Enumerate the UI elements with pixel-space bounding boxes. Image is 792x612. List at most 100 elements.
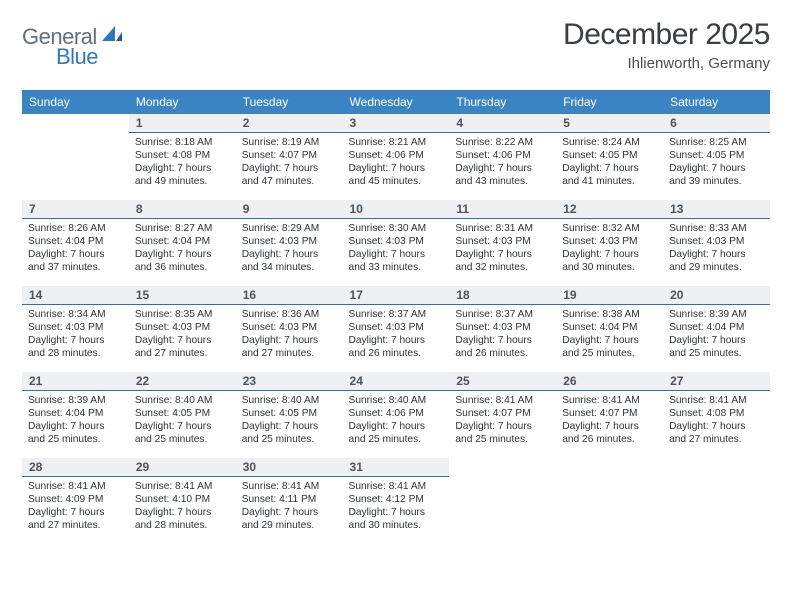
daylight-line: Daylight: 7 hours and 25 minutes.: [242, 421, 318, 445]
day-number: 26: [556, 372, 663, 391]
calendar-cell: [22, 114, 129, 200]
sunrise-line: Sunrise: 8:29 AM: [242, 223, 320, 234]
calendar-cell: 11Sunrise: 8:31 AMSunset: 4:03 PMDayligh…: [449, 200, 556, 286]
daylight-line: Daylight: 7 hours and 39 minutes.: [669, 163, 745, 187]
day-details: Sunrise: 8:41 AMSunset: 4:08 PMDaylight:…: [663, 391, 770, 450]
sunset-line: Sunset: 4:05 PM: [562, 150, 637, 161]
calendar-body: 1Sunrise: 8:18 AMSunset: 4:08 PMDaylight…: [22, 114, 770, 544]
sunset-line: Sunset: 4:05 PM: [669, 150, 744, 161]
day-number: 31: [343, 458, 450, 477]
calendar-cell: 21Sunrise: 8:39 AMSunset: 4:04 PMDayligh…: [22, 372, 129, 458]
day-details: Sunrise: 8:29 AMSunset: 4:03 PMDaylight:…: [236, 219, 343, 278]
day-details: Sunrise: 8:39 AMSunset: 4:04 PMDaylight:…: [22, 391, 129, 450]
calendar-cell: 7Sunrise: 8:26 AMSunset: 4:04 PMDaylight…: [22, 200, 129, 286]
sunrise-line: Sunrise: 8:41 AM: [135, 481, 213, 492]
weekday-header: Thursday: [449, 90, 556, 114]
day-details: Sunrise: 8:22 AMSunset: 4:06 PMDaylight:…: [449, 133, 556, 192]
sunrise-line: Sunrise: 8:22 AM: [455, 137, 533, 148]
day-details: Sunrise: 8:41 AMSunset: 4:09 PMDaylight:…: [22, 477, 129, 536]
day-details: Sunrise: 8:33 AMSunset: 4:03 PMDaylight:…: [663, 219, 770, 278]
day-number: 22: [129, 372, 236, 391]
daylight-line: Daylight: 7 hours and 29 minutes.: [242, 507, 318, 531]
sunset-line: Sunset: 4:07 PM: [242, 150, 317, 161]
sunrise-line: Sunrise: 8:27 AM: [135, 223, 213, 234]
calendar-cell: 27Sunrise: 8:41 AMSunset: 4:08 PMDayligh…: [663, 372, 770, 458]
sunrise-line: Sunrise: 8:18 AM: [135, 137, 213, 148]
day-number: 8: [129, 200, 236, 219]
sunset-line: Sunset: 4:10 PM: [135, 494, 210, 505]
day-number: 7: [22, 200, 129, 219]
sunset-line: Sunset: 4:04 PM: [562, 322, 637, 333]
day-number: 30: [236, 458, 343, 477]
day-number: 19: [556, 286, 663, 305]
daylight-line: Daylight: 7 hours and 30 minutes.: [349, 507, 425, 531]
day-details: Sunrise: 8:32 AMSunset: 4:03 PMDaylight:…: [556, 219, 663, 278]
day-number: 21: [22, 372, 129, 391]
sunrise-line: Sunrise: 8:40 AM: [242, 395, 320, 406]
weekday-header: Monday: [129, 90, 236, 114]
daylight-line: Daylight: 7 hours and 25 minutes.: [28, 421, 104, 445]
sunrise-line: Sunrise: 8:37 AM: [349, 309, 427, 320]
sunrise-line: Sunrise: 8:30 AM: [349, 223, 427, 234]
calendar-cell: 19Sunrise: 8:38 AMSunset: 4:04 PMDayligh…: [556, 286, 663, 372]
sunset-line: Sunset: 4:04 PM: [135, 236, 210, 247]
sunrise-line: Sunrise: 8:41 AM: [28, 481, 106, 492]
day-details: Sunrise: 8:41 AM Sunset: 4:10 PM Daylight:…: [129, 477, 236, 536]
day-number: 12: [556, 200, 663, 219]
daylight-line: Daylight: 7 hours and 41 minutes.: [562, 163, 638, 187]
sunset-line: Sunset: 4:03 PM: [455, 236, 530, 247]
sunset-line: Sunset: 4:09 PM: [28, 494, 103, 505]
daylight-line: Daylight: 7 hours and 33 minutes.: [349, 249, 425, 273]
title-block: December 2025 Ihlienworth, Germany: [563, 18, 770, 72]
day-details: Sunrise: 8:41 AMSunset: 4:12 PMDaylight:…: [343, 477, 450, 536]
sunset-line: Sunset: 4:06 PM: [349, 150, 424, 161]
sunset-line: Sunset: 4:03 PM: [349, 236, 424, 247]
sunrise-line: Sunrise: 8:26 AM: [28, 223, 106, 234]
daylight-line: Daylight: 7 hours and 25 minutes.: [669, 335, 745, 359]
calendar-cell: 8Sunrise: 8:27 AMSunset: 4:04 PMDaylight…: [129, 200, 236, 286]
calendar-cell: 23Sunrise: 8:40 AMSunset: 4:05 PMDayligh…: [236, 372, 343, 458]
sunset-line: Sunset: 4:11 PM: [242, 494, 317, 505]
location-label: Ihlienworth, Germany: [563, 55, 770, 72]
day-details: Sunrise: 8:27 AMSunset: 4:04 PMDaylight:…: [129, 219, 236, 278]
calendar-cell: 13Sunrise: 8:33 AMSunset: 4:03 PMDayligh…: [663, 200, 770, 286]
calendar-cell: 29Sunrise: 8:41 AMSunset: 4:10 PMDayligh…: [129, 458, 236, 544]
day-number: 24: [343, 372, 450, 391]
calendar-week-row: 28 Sunrise: 8:41 AM Sunset: 4:09 PM Dayligh…: [22, 458, 770, 544]
calendar-cell: 4Sunrise: 8:22 AMSunset: 4:06 PMDaylight…: [449, 114, 556, 200]
sunset-line: Sunset: 4:04 PM: [28, 408, 103, 419]
weekday-header: Saturday: [663, 90, 770, 114]
daylight-line: Daylight: 7 hours and 43 minutes.: [455, 163, 531, 187]
calendar-cell: 3Sunrise: 8:21 AMSunset: 4:06 PMDaylight…: [343, 114, 450, 200]
day-details: Sunrise: 8:24 AMSunset: 4:05 PMDaylight:…: [556, 133, 663, 192]
sunset-line: Sunset: 4:05 PM: [135, 408, 210, 419]
day-details: Sunrise: 8:40 AMSunset: 4:05 PMDaylight:…: [236, 391, 343, 450]
calendar-week-row: 14Sunrise: 8:34 AMSunset: 4:03 PMDayligh…: [22, 286, 770, 372]
daylight-line: Daylight: 7 hours and 29 minutes.: [669, 249, 745, 273]
day-number: 18: [449, 286, 556, 305]
daylight-line: Daylight: 7 hours and 25 minutes.: [135, 421, 211, 445]
daylight-line: Daylight: 7 hours and 32 minutes.: [455, 249, 531, 273]
day-number: 23: [236, 372, 343, 391]
weekday-header: Tuesday: [236, 90, 343, 114]
sunset-line: Sunset: 4:03 PM: [28, 322, 103, 333]
daylight-line: Daylight: 7 hours and 28 minutes.: [135, 507, 211, 531]
day-details: Sunrise: 8:26 AMSunset: 4:04 PMDaylight:…: [22, 219, 129, 278]
day-number: 17: [343, 286, 450, 305]
calendar-cell: 16Sunrise: 8:36 AMSunset: 4:03 PMDayligh…: [236, 286, 343, 372]
calendar-week-row: 7Sunrise: 8:26 AMSunset: 4:04 PMDaylight…: [22, 200, 770, 286]
weekday-header: Wednesday: [343, 90, 450, 114]
day-number: 15: [129, 286, 236, 305]
calendar-cell: 22Sunrise: 8:40 AMSunset: 4:05 PMDayligh…: [129, 372, 236, 458]
day-details: Sunrise: 8:41 AMSunset: 4:07 PMDaylight:…: [556, 391, 663, 450]
sunset-line: Sunset: 4:12 PM: [349, 494, 424, 505]
day-details: Sunrise: 8:18 AMSunset: 4:08 PMDaylight:…: [129, 133, 236, 192]
daylight-line: Daylight: 7 hours and 27 minutes.: [135, 335, 211, 359]
sunset-line: Sunset: 4:03 PM: [455, 322, 530, 333]
day-details: Sunrise: 8:40 AMSunset: 4:05 PMDaylight:…: [129, 391, 236, 450]
calendar-cell: 28Sunrise: 8:41 AMSunset: 4:09 PMDayligh…: [22, 458, 129, 544]
sunset-line: Sunset: 4:03 PM: [135, 322, 210, 333]
day-number: 28: [22, 458, 129, 477]
sunset-line: Sunset: 4:04 PM: [669, 322, 744, 333]
sunset-line: Sunset: 4:08 PM: [669, 408, 744, 419]
